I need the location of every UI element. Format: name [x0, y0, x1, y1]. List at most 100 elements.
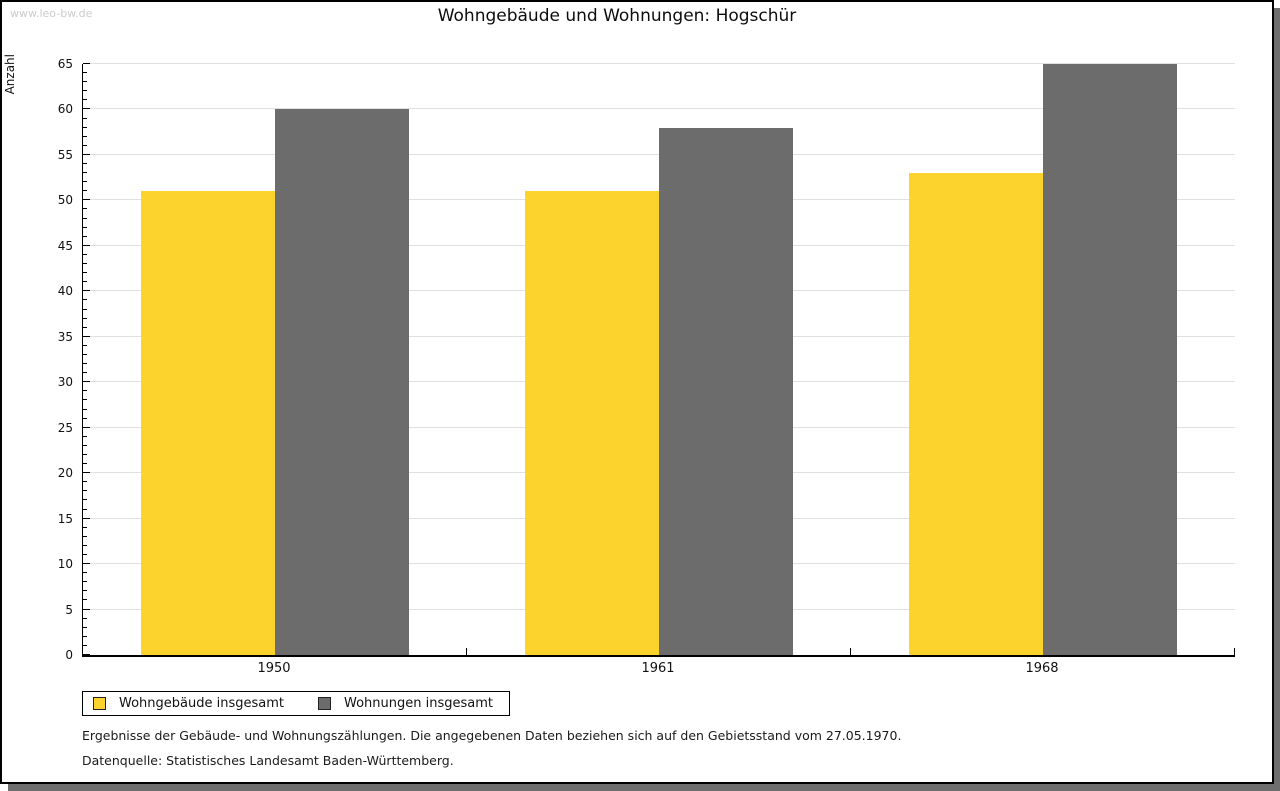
bar-1968-wohnungen-insgesamt [1043, 64, 1177, 655]
watermark-text: www.leo-bw.de [10, 7, 93, 20]
y-tick-minor [83, 581, 87, 583]
footnote-source-note: Ergebnisse der Gebäude- und Wohnungszähl… [82, 728, 902, 743]
y-tick-major [83, 63, 90, 64]
panel-shadow-bottom [8, 784, 1280, 791]
y-tick-minor [83, 217, 87, 219]
y-tick-major [83, 472, 90, 474]
y-tick-minor [83, 435, 87, 437]
y-tick-minor [83, 226, 87, 228]
y-tick-minor [83, 344, 87, 346]
y-tick-minor [83, 390, 87, 392]
footnote-data-source: Datenquelle: Statistisches Landesamt Bad… [82, 753, 454, 768]
y-tick-label: 20 [57, 466, 73, 481]
y-tick-minor [83, 144, 87, 146]
y-tick-minor [83, 126, 87, 128]
x-tick [465, 648, 467, 655]
y-tick-major [83, 290, 90, 292]
y-tick-minor [83, 617, 87, 619]
y-tick-major [83, 153, 90, 155]
legend-swatch-icon [93, 697, 106, 710]
y-tick-major [83, 244, 90, 246]
y-tick-minor [83, 117, 87, 119]
y-tick-minor [83, 135, 87, 137]
y-tick-label: 55 [57, 147, 73, 162]
bar-group-1961 [467, 64, 851, 655]
y-tick-minor [83, 626, 87, 628]
y-tick-minor [83, 417, 87, 419]
x-tick [849, 648, 851, 655]
y-tick-label: 40 [57, 284, 73, 299]
y-tick-minor [83, 453, 87, 455]
y-tick-major [83, 199, 90, 201]
legend-label: Wohngebäude insgesamt [119, 696, 284, 711]
y-tick-minor [83, 408, 87, 410]
y-tick-minor [83, 326, 87, 328]
bar-1950-wohnungen-insgesamt [275, 109, 409, 655]
gridline [83, 63, 1235, 64]
y-tick-minor [83, 590, 87, 592]
y-tick-minor [83, 554, 87, 555]
bar-group-1968 [851, 64, 1235, 655]
bar-groups [83, 64, 1235, 655]
bar-group-1950 [83, 64, 467, 655]
bar-1968-wohngebäude-insgesamt [909, 173, 1043, 655]
y-tick-minor [83, 363, 87, 365]
gridline [83, 108, 1235, 110]
y-tick-minor [83, 572, 87, 574]
y-tick-minor [83, 317, 87, 319]
y-tick-minor [83, 599, 87, 601]
y-tick-minor [83, 644, 87, 646]
legend-item: Wohnungen insgesamt [318, 696, 493, 711]
y-tick-major [83, 108, 90, 110]
y-tick-major [83, 381, 90, 383]
y-tick-minor [83, 235, 87, 237]
y-tick-minor [83, 463, 87, 465]
y-tick-minor [83, 190, 87, 192]
y-tick-label: 15 [57, 511, 73, 526]
y-tick-minor [83, 90, 87, 92]
y-tick-label: 50 [57, 193, 73, 208]
y-tick-minor [83, 544, 87, 546]
y-tick-label: 60 [57, 102, 73, 117]
bar-1961-wohnungen-insgesamt [659, 127, 793, 655]
y-tick-minor [83, 172, 87, 174]
y-tick-minor [83, 499, 87, 501]
y-tick-label: 35 [57, 329, 73, 344]
y-tick-minor [83, 163, 87, 165]
y-tick-label: 65 [57, 57, 73, 71]
y-tick-minor [83, 508, 87, 510]
plot-area: 0 5 10 15 20 25 30 35 40 45 50 55 60 65 [58, 57, 1235, 662]
bar-1950-wohngebäude-insgesamt [141, 191, 275, 655]
y-tick-minor [83, 281, 87, 283]
legend-box: Wohngebäude insgesamt Wohnungen insgesamt [82, 691, 510, 716]
y-tick-minor [83, 526, 87, 528]
legend-swatch-icon [318, 697, 331, 710]
y-tick-minor [83, 481, 87, 483]
legend-item: Wohngebäude insgesamt [93, 696, 284, 711]
y-tick-minor [83, 490, 87, 492]
x-tick-label-1950: 1950 [257, 661, 291, 676]
y-tick-minor [83, 399, 87, 401]
y-tick-minor [83, 253, 87, 255]
y-tick-major [83, 563, 90, 565]
y-tick-minor [83, 81, 87, 83]
x-tick-label-1968: 1968 [1025, 661, 1059, 676]
y-tick-minor [83, 299, 87, 301]
y-tick-label: 45 [57, 238, 73, 253]
y-axis-title: Anzahl [3, 54, 17, 95]
y-tick-minor [83, 72, 87, 74]
y-tick-label: 5 [65, 602, 73, 617]
y-tick-minor [83, 535, 87, 537]
y-tick-minor [83, 208, 87, 210]
y-tick-major [83, 426, 90, 428]
y-tick-label: 25 [57, 420, 73, 435]
y-tick-major [83, 654, 90, 655]
chart-title: Wohngebäude und Wohnungen: Hogschür [437, 6, 797, 26]
y-tick-label: 10 [57, 557, 73, 572]
y-tick-minor [83, 308, 87, 310]
y-tick-major [83, 517, 90, 519]
y-tick-minor [83, 272, 87, 274]
y-tick-minor [83, 181, 87, 183]
panel-shadow-right [1274, 8, 1280, 791]
x-tick-label-1961: 1961 [641, 661, 675, 676]
